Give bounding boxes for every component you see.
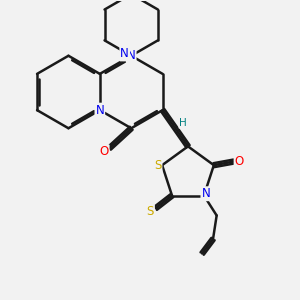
Text: H: H (179, 118, 187, 128)
Text: O: O (235, 155, 244, 168)
Text: N: N (201, 187, 210, 200)
Text: N: N (95, 103, 104, 117)
Text: N: N (127, 49, 136, 62)
Text: O: O (99, 145, 109, 158)
Text: N: N (120, 47, 129, 60)
Text: S: S (154, 159, 161, 172)
Text: S: S (147, 206, 154, 218)
